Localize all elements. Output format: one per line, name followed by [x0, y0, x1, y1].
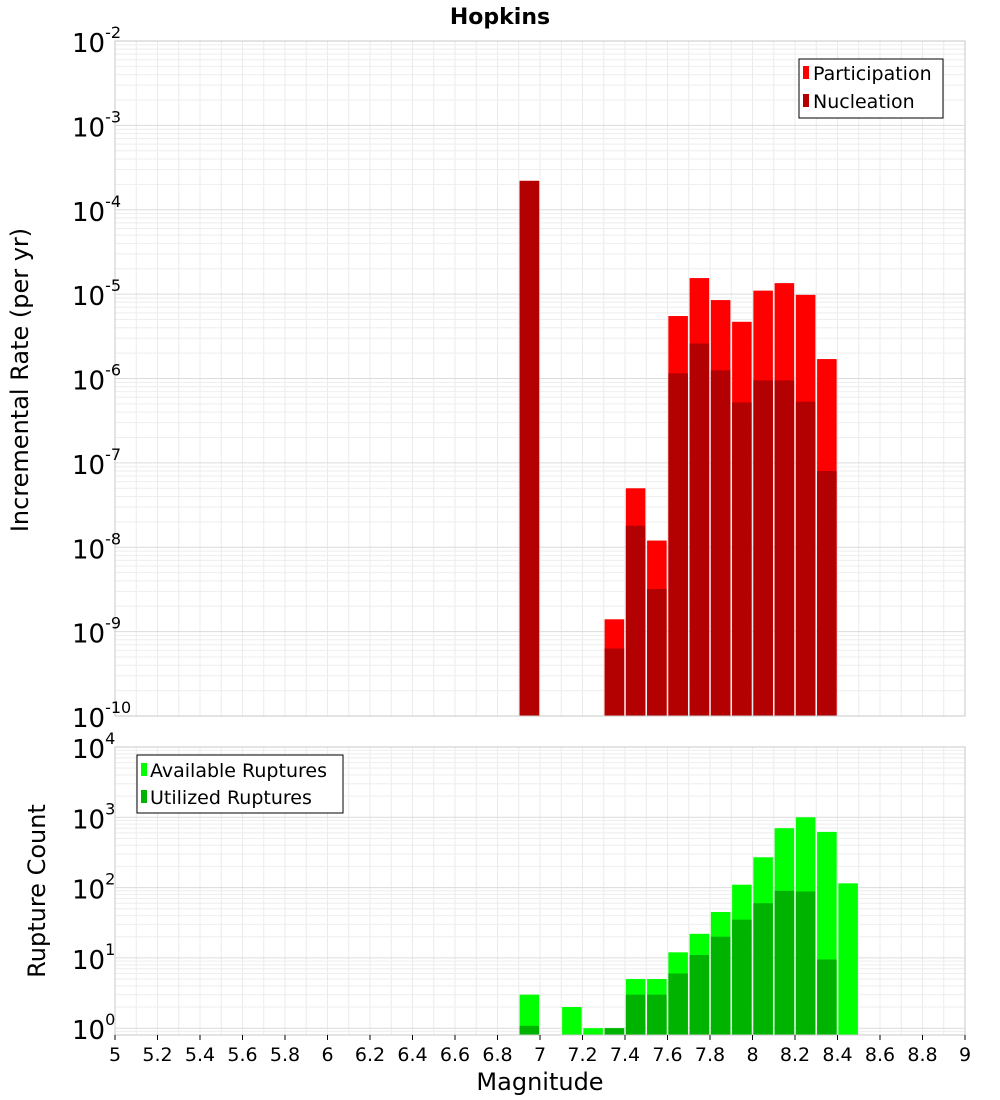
- bar-utilized-ruptures: [753, 903, 773, 1035]
- bar-nucleation: [625, 525, 646, 716]
- top-grid: [114, 41, 966, 717]
- y-tick-label: 10-10: [72, 698, 131, 734]
- x-tick-label: 7.2: [567, 1044, 597, 1066]
- x-tick-label: 5.2: [142, 1044, 172, 1066]
- chart-title: Hopkins: [450, 5, 550, 30]
- y-tick-label: 10-2: [72, 23, 121, 59]
- x-tick-label: 6.4: [397, 1044, 427, 1066]
- bar-nucleation: [753, 380, 773, 716]
- nucleation-bars: [519, 180, 837, 716]
- bar-utilized-ruptures: [774, 890, 795, 1035]
- legend-label-available: Available Ruptures: [150, 760, 327, 782]
- y-tick-label: 10-9: [72, 614, 121, 650]
- x-tick-label: 7.8: [695, 1044, 725, 1066]
- top-legend-box: [798, 58, 944, 119]
- top-legend: Participation Nucleation: [798, 58, 944, 119]
- top-y-ticks: 10-10 10-9 10-8 10-7 10-6 10-5 10-4 10-3 10-2: [72, 23, 131, 734]
- y-tick-label: 10-4: [72, 192, 121, 228]
- bar-nucleation: [604, 648, 625, 716]
- legend-label-nucleation: Nucleation: [813, 91, 915, 113]
- bar-utilized-ruptures: [817, 959, 837, 1035]
- bar-utilized-ruptures: [647, 994, 667, 1035]
- bar-nucleation: [668, 373, 688, 716]
- bar-nucleation: [519, 180, 540, 716]
- bar-nucleation: [710, 370, 731, 716]
- x-tick-label: 7.4: [610, 1044, 640, 1066]
- bar-available-ruptures: [562, 1007, 582, 1035]
- x-tick-label: 6: [321, 1044, 333, 1066]
- legend-swatch-utilized: [141, 790, 147, 803]
- y-tick-label: 10-6: [72, 361, 121, 397]
- bar-available-ruptures: [519, 994, 540, 1035]
- x-tick-label: 7: [534, 1044, 546, 1066]
- x-tick-label: 5: [109, 1044, 121, 1066]
- bar-nucleation: [795, 401, 816, 716]
- x-tick-label: 8.8: [907, 1044, 937, 1066]
- bar-utilized-ruptures: [710, 936, 731, 1035]
- legend-label-participation: Participation: [813, 63, 932, 85]
- top-plot-frame: [114, 40, 966, 717]
- bottom-legend-box: [136, 754, 344, 814]
- legend-label-utilized: Utilized Ruptures: [150, 787, 312, 809]
- y-tick-label: 102: [72, 870, 115, 906]
- y-tick-label: 10-7: [72, 445, 121, 481]
- bar-nucleation: [647, 589, 667, 716]
- bottom-panel: 100 101 102 103 104 5 5.2 5.4 5.6 5.8 6 6.2 6.4 6.6 6…: [23, 729, 971, 1096]
- utilized-ruptures-bars: [519, 890, 837, 1035]
- x-tick-label: 5.8: [270, 1044, 300, 1066]
- bottom-y-axis-label: Rupture Count: [23, 804, 51, 978]
- x-tick-label: 9: [959, 1044, 971, 1066]
- bottom-legend: Available Ruptures Utilized Ruptures: [136, 754, 344, 814]
- x-tick-label: 8.2: [780, 1044, 810, 1066]
- x-ticks: 5 5.2 5.4 5.6 5.8 6 6.2 6.4 6.6 6.8 7 7.2 7.4 7.6 7.8 8…: [109, 1035, 971, 1066]
- top-y-axis-label: Incremental Rate (per yr): [6, 228, 34, 532]
- bar-utilized-ruptures: [689, 954, 710, 1035]
- x-tick-label: 5.4: [185, 1044, 215, 1066]
- y-tick-label: 10-3: [72, 107, 121, 143]
- legend-swatch-available: [141, 763, 147, 776]
- bar-utilized-ruptures: [732, 919, 752, 1035]
- y-tick-label: 103: [72, 799, 115, 835]
- y-tick-label: 100: [72, 1010, 115, 1046]
- x-tick-label: 8.4: [822, 1044, 852, 1066]
- top-panel: 10-10 10-9 10-8 10-7 10-6 10-5 10-4 10-3 10-2 In…: [6, 23, 966, 734]
- bar-nucleation: [689, 343, 710, 716]
- legend-swatch-nucleation: [803, 94, 809, 107]
- y-tick-label: 10-8: [72, 529, 121, 565]
- x-tick-label: 7.6: [652, 1044, 682, 1066]
- x-tick-label: 6.2: [355, 1044, 385, 1066]
- bottom-y-ticks: 100 101 102 103 104: [72, 729, 115, 1046]
- x-axis-label: Magnitude: [476, 1068, 603, 1096]
- x-tick-label: 5.6: [227, 1044, 257, 1066]
- legend-swatch-participation: [803, 66, 809, 79]
- bar-utilized-ruptures: [519, 1025, 540, 1035]
- y-tick-label: 104: [72, 729, 115, 765]
- x-tick-label: 8: [746, 1044, 758, 1066]
- bar-utilized-ruptures: [668, 973, 688, 1035]
- bar-utilized-ruptures: [604, 1028, 625, 1035]
- bar-available-ruptures: [838, 883, 858, 1035]
- bar-utilized-ruptures: [625, 994, 646, 1035]
- bar-nucleation: [817, 471, 837, 716]
- x-tick-label: 6.6: [440, 1044, 470, 1066]
- bar-nucleation: [732, 402, 752, 716]
- y-tick-label: 101: [72, 940, 115, 976]
- x-tick-label: 6.8: [482, 1044, 512, 1066]
- bar-nucleation: [774, 380, 795, 716]
- bar-available-ruptures: [583, 1028, 603, 1035]
- y-tick-label: 10-5: [72, 276, 121, 312]
- bar-utilized-ruptures: [795, 891, 816, 1035]
- x-tick-label: 8.6: [865, 1044, 895, 1066]
